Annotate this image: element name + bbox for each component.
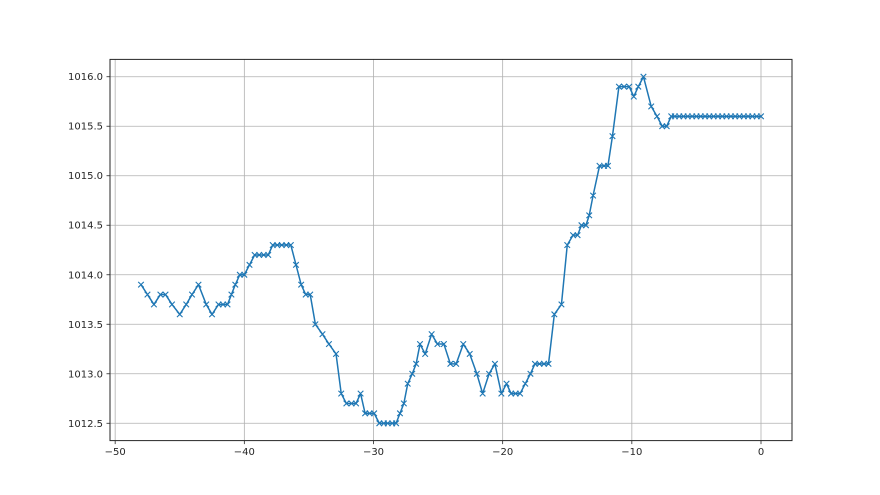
plot-area xyxy=(110,59,792,441)
data-line xyxy=(140,75,762,425)
y-tick-label: 1012.5 xyxy=(68,419,103,430)
x-tick-label: 0 xyxy=(758,447,764,458)
gridlines xyxy=(110,59,792,441)
y-tick-label: 1016.0 xyxy=(68,72,103,83)
y-tick-label: 1013.0 xyxy=(68,369,103,380)
x-axis: −50 −40 −30 −20 −10 0 xyxy=(105,440,764,458)
y-tick-label: 1014.5 xyxy=(68,221,103,232)
y-tick-label: 1013.5 xyxy=(68,320,103,331)
x-tick-label: −10 xyxy=(621,447,642,458)
plot-border xyxy=(109,58,793,442)
x-tick-label: −40 xyxy=(234,447,255,458)
y-tick-label: 1014.0 xyxy=(68,270,103,281)
data-markers xyxy=(137,73,765,427)
y-tick-label: 1015.5 xyxy=(68,122,103,133)
x-tick-label: −50 xyxy=(105,447,126,458)
x-tick-label: −30 xyxy=(363,447,384,458)
y-tick-label: 1015.0 xyxy=(68,171,103,182)
y-axis: 1012.5 1013.0 1013.5 1014.0 1014.5 1015.0 1015… xyxy=(68,72,110,430)
x-tick-label: −20 xyxy=(492,447,513,458)
